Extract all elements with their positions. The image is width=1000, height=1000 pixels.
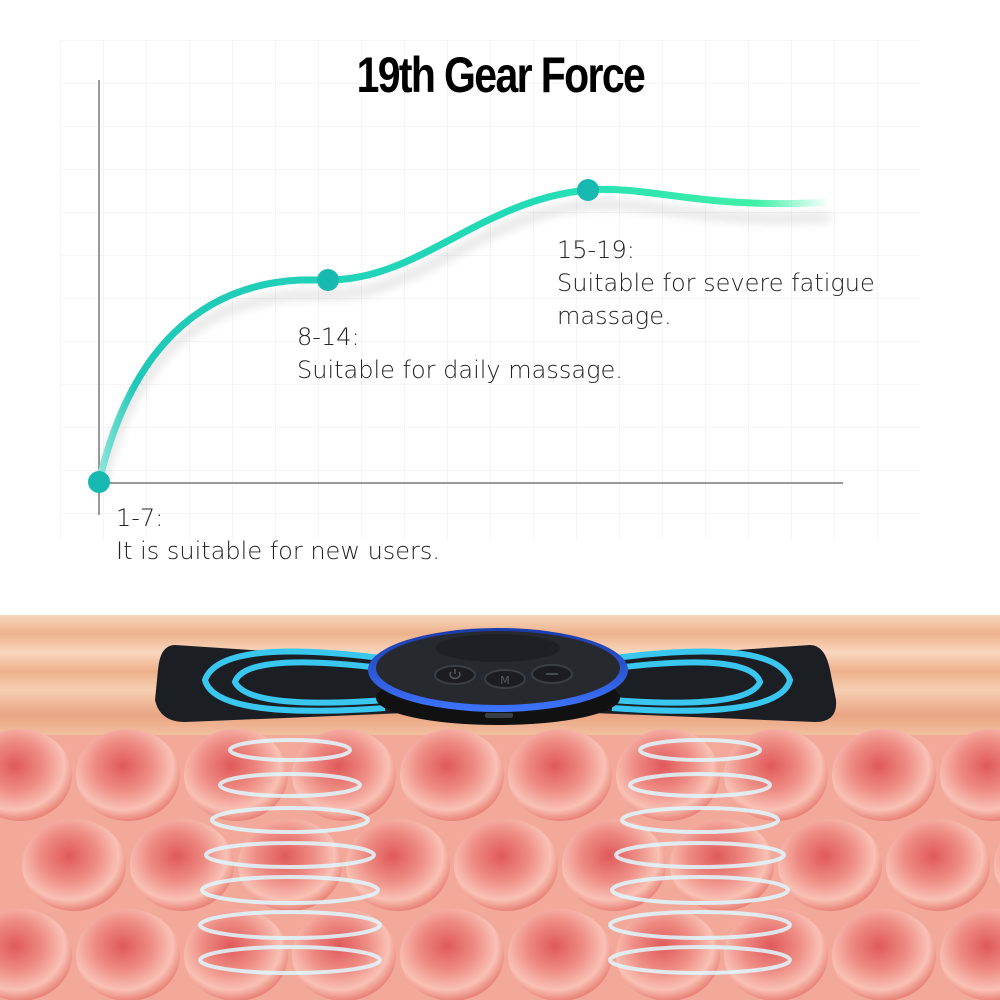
pulse-waves-right xyxy=(608,738,792,975)
muscle-cell xyxy=(0,729,72,821)
muscle-cell xyxy=(292,729,396,821)
product-illustration: M xyxy=(0,610,1000,1000)
muscle-cell xyxy=(76,909,180,1000)
muscle-cell xyxy=(724,729,828,821)
force-curve xyxy=(95,185,834,486)
muscle-cell xyxy=(778,819,882,911)
usb-port xyxy=(485,713,513,718)
muscle-cell xyxy=(940,909,1000,1000)
muscle-cell xyxy=(454,819,558,911)
muscle-cell xyxy=(184,729,288,821)
gear-force-chart xyxy=(88,80,843,515)
minus-button[interactable] xyxy=(531,664,573,684)
label-description: Suitable for severe fatigue xyxy=(557,269,875,297)
muscle-cell xyxy=(994,843,1000,887)
muscle-cell xyxy=(562,819,666,911)
point-level-1-7 xyxy=(88,471,110,493)
muscle-cell xyxy=(886,819,990,911)
mode-label: M xyxy=(500,674,510,687)
muscle-cell xyxy=(76,729,180,821)
muscle-cell xyxy=(0,909,72,1000)
muscle-cells xyxy=(0,729,1000,1000)
muscle-cell xyxy=(508,729,612,821)
muscle-cell xyxy=(130,819,234,911)
power-icon xyxy=(449,669,461,680)
muscle-cell xyxy=(832,729,936,821)
muscle-cell xyxy=(616,909,720,1000)
label-description: It is suitable for new users. xyxy=(116,537,441,565)
muscle-cell xyxy=(940,729,1000,821)
muscle-cell xyxy=(832,909,936,1000)
muscle-cell xyxy=(346,819,450,911)
point-level-15-19 xyxy=(577,179,599,201)
muscle-cell xyxy=(400,909,504,1000)
label-description: Suitable for daily massage. xyxy=(297,356,623,384)
label-description-cont: massage. xyxy=(557,302,672,330)
skin-and-device: M xyxy=(0,615,1000,1000)
muscle-cell xyxy=(22,819,126,911)
label-range: 8-14: xyxy=(297,323,360,351)
mode-button[interactable]: M xyxy=(484,669,526,689)
curve-shadow xyxy=(95,200,831,493)
label-level-15-19: 15-19: Suitable for severe fatigue massa… xyxy=(557,234,875,333)
background-grid xyxy=(60,40,920,540)
power-button[interactable] xyxy=(434,665,476,685)
muscle-cell xyxy=(400,729,504,821)
label-range: 1-7: xyxy=(116,504,164,532)
muscle-cell xyxy=(508,909,612,1000)
label-level-8-14: 8-14: Suitable for daily massage. xyxy=(297,321,623,387)
point-level-8-14 xyxy=(317,269,339,291)
page-title: 19th Gear Force xyxy=(356,47,646,103)
label-level-1-7: 1-7: It is suitable for new users. xyxy=(116,502,440,568)
pulse-waves-left xyxy=(198,738,382,975)
label-range: 15-19: xyxy=(557,236,635,264)
